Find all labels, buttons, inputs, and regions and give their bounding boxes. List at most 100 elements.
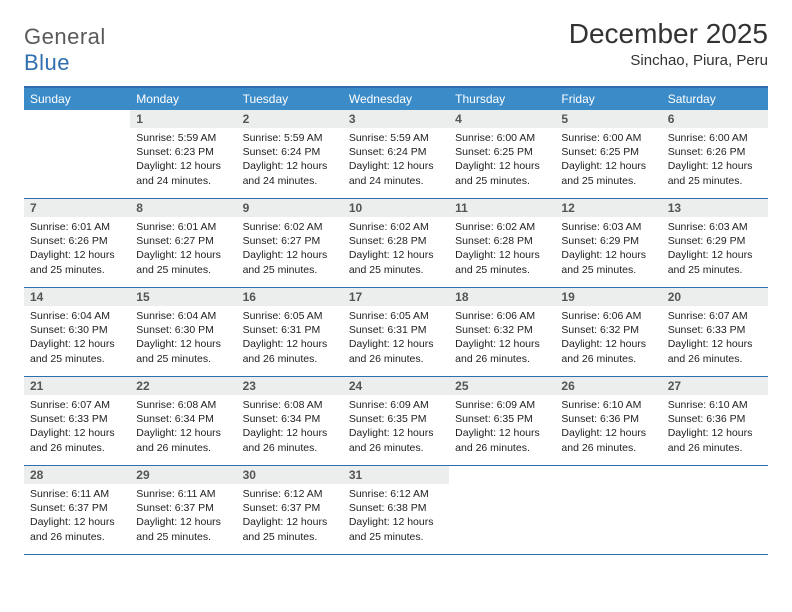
day-data: Sunrise: 5:59 AMSunset: 6:24 PMDaylight:…	[343, 128, 449, 194]
sunset-line: Sunset: 6:34 PM	[136, 412, 230, 426]
day-number: 16	[237, 288, 343, 306]
day-data: Sunrise: 6:10 AMSunset: 6:36 PMDaylight:…	[555, 395, 661, 461]
day-data: Sunrise: 5:59 AMSunset: 6:23 PMDaylight:…	[130, 128, 236, 194]
daylight-line: Daylight: 12 hours and 25 minutes.	[349, 515, 443, 543]
daylight-line: Daylight: 12 hours and 26 minutes.	[349, 426, 443, 454]
day-cell: 1Sunrise: 5:59 AMSunset: 6:23 PMDaylight…	[130, 110, 236, 198]
sunrise-line: Sunrise: 6:05 AM	[349, 309, 443, 323]
dow-saturday: Saturday	[662, 88, 768, 110]
dow-thursday: Thursday	[449, 88, 555, 110]
daylight-line: Daylight: 12 hours and 25 minutes.	[668, 159, 762, 187]
day-cell: 13Sunrise: 6:03 AMSunset: 6:29 PMDayligh…	[662, 199, 768, 287]
day-data: Sunrise: 6:09 AMSunset: 6:35 PMDaylight:…	[449, 395, 555, 461]
dow-monday: Monday	[130, 88, 236, 110]
daylight-line: Daylight: 12 hours and 25 minutes.	[455, 159, 549, 187]
dow-row: Sunday Monday Tuesday Wednesday Thursday…	[24, 88, 768, 110]
day-cell: 15Sunrise: 6:04 AMSunset: 6:30 PMDayligh…	[130, 288, 236, 376]
day-number: 12	[555, 199, 661, 217]
day-cell: 17Sunrise: 6:05 AMSunset: 6:31 PMDayligh…	[343, 288, 449, 376]
sunset-line: Sunset: 6:27 PM	[243, 234, 337, 248]
sunset-line: Sunset: 6:33 PM	[668, 323, 762, 337]
day-number: 24	[343, 377, 449, 395]
day-number: 7	[24, 199, 130, 217]
dow-friday: Friday	[555, 88, 661, 110]
sunrise-line: Sunrise: 6:04 AM	[30, 309, 124, 323]
daylight-line: Daylight: 12 hours and 25 minutes.	[30, 248, 124, 276]
sunset-line: Sunset: 6:35 PM	[349, 412, 443, 426]
location: Sinchao, Piura, Peru	[569, 52, 768, 69]
day-data: Sunrise: 6:06 AMSunset: 6:32 PMDaylight:…	[555, 306, 661, 372]
day-data: Sunrise: 6:01 AMSunset: 6:27 PMDaylight:…	[130, 217, 236, 283]
daylight-line: Daylight: 12 hours and 26 minutes.	[243, 337, 337, 365]
sunrise-line: Sunrise: 6:02 AM	[243, 220, 337, 234]
day-cell	[449, 466, 555, 554]
sunset-line: Sunset: 6:23 PM	[136, 145, 230, 159]
day-number: 23	[237, 377, 343, 395]
day-data: Sunrise: 6:05 AMSunset: 6:31 PMDaylight:…	[343, 306, 449, 372]
sunset-line: Sunset: 6:28 PM	[455, 234, 549, 248]
day-data: Sunrise: 6:09 AMSunset: 6:35 PMDaylight:…	[343, 395, 449, 461]
day-number: 21	[24, 377, 130, 395]
sunrise-line: Sunrise: 5:59 AM	[243, 131, 337, 145]
dow-sunday: Sunday	[24, 88, 130, 110]
day-data: Sunrise: 6:05 AMSunset: 6:31 PMDaylight:…	[237, 306, 343, 372]
sunrise-line: Sunrise: 6:11 AM	[30, 487, 124, 501]
sunrise-line: Sunrise: 6:07 AM	[668, 309, 762, 323]
dow-wednesday: Wednesday	[343, 88, 449, 110]
daylight-line: Daylight: 12 hours and 25 minutes.	[561, 159, 655, 187]
sunset-line: Sunset: 6:36 PM	[561, 412, 655, 426]
sunrise-line: Sunrise: 6:00 AM	[455, 131, 549, 145]
day-data: Sunrise: 6:02 AMSunset: 6:27 PMDaylight:…	[237, 217, 343, 283]
daylight-line: Daylight: 12 hours and 26 minutes.	[455, 337, 549, 365]
day-cell: 30Sunrise: 6:12 AMSunset: 6:37 PMDayligh…	[237, 466, 343, 554]
day-cell: 14Sunrise: 6:04 AMSunset: 6:30 PMDayligh…	[24, 288, 130, 376]
sunrise-line: Sunrise: 6:02 AM	[455, 220, 549, 234]
day-number: 28	[24, 466, 130, 484]
day-number: 8	[130, 199, 236, 217]
day-number: 20	[662, 288, 768, 306]
day-cell: 4Sunrise: 6:00 AMSunset: 6:25 PMDaylight…	[449, 110, 555, 198]
day-data: Sunrise: 6:11 AMSunset: 6:37 PMDaylight:…	[130, 484, 236, 550]
sunset-line: Sunset: 6:33 PM	[30, 412, 124, 426]
day-data: Sunrise: 6:06 AMSunset: 6:32 PMDaylight:…	[449, 306, 555, 372]
daylight-line: Daylight: 12 hours and 25 minutes.	[136, 515, 230, 543]
day-cell	[555, 466, 661, 554]
day-data: Sunrise: 6:03 AMSunset: 6:29 PMDaylight:…	[555, 217, 661, 283]
week-row: 7Sunrise: 6:01 AMSunset: 6:26 PMDaylight…	[24, 199, 768, 288]
sunset-line: Sunset: 6:37 PM	[243, 501, 337, 515]
sunrise-line: Sunrise: 6:10 AM	[561, 398, 655, 412]
sunset-line: Sunset: 6:30 PM	[136, 323, 230, 337]
week-row: 28Sunrise: 6:11 AMSunset: 6:37 PMDayligh…	[24, 466, 768, 555]
daylight-line: Daylight: 12 hours and 26 minutes.	[561, 426, 655, 454]
sunrise-line: Sunrise: 5:59 AM	[136, 131, 230, 145]
day-number: 19	[555, 288, 661, 306]
day-number: 18	[449, 288, 555, 306]
day-cell: 28Sunrise: 6:11 AMSunset: 6:37 PMDayligh…	[24, 466, 130, 554]
sunrise-line: Sunrise: 6:03 AM	[668, 220, 762, 234]
day-number: 22	[130, 377, 236, 395]
sunset-line: Sunset: 6:24 PM	[349, 145, 443, 159]
day-number: 6	[662, 110, 768, 128]
daylight-line: Daylight: 12 hours and 25 minutes.	[668, 248, 762, 276]
day-data: Sunrise: 6:07 AMSunset: 6:33 PMDaylight:…	[662, 306, 768, 372]
sunset-line: Sunset: 6:30 PM	[30, 323, 124, 337]
day-data: Sunrise: 6:12 AMSunset: 6:38 PMDaylight:…	[343, 484, 449, 550]
sunset-line: Sunset: 6:35 PM	[455, 412, 549, 426]
daylight-line: Daylight: 12 hours and 26 minutes.	[243, 426, 337, 454]
sunrise-line: Sunrise: 6:12 AM	[349, 487, 443, 501]
daylight-line: Daylight: 12 hours and 26 minutes.	[30, 515, 124, 543]
sunset-line: Sunset: 6:26 PM	[668, 145, 762, 159]
day-cell: 23Sunrise: 6:08 AMSunset: 6:34 PMDayligh…	[237, 377, 343, 465]
day-cell: 6Sunrise: 6:00 AMSunset: 6:26 PMDaylight…	[662, 110, 768, 198]
day-cell: 5Sunrise: 6:00 AMSunset: 6:25 PMDaylight…	[555, 110, 661, 198]
day-data: Sunrise: 6:08 AMSunset: 6:34 PMDaylight:…	[130, 395, 236, 461]
day-number: 17	[343, 288, 449, 306]
day-cell: 7Sunrise: 6:01 AMSunset: 6:26 PMDaylight…	[24, 199, 130, 287]
day-number: 9	[237, 199, 343, 217]
sunrise-line: Sunrise: 6:03 AM	[561, 220, 655, 234]
day-cell: 18Sunrise: 6:06 AMSunset: 6:32 PMDayligh…	[449, 288, 555, 376]
day-cell: 26Sunrise: 6:10 AMSunset: 6:36 PMDayligh…	[555, 377, 661, 465]
day-cell: 9Sunrise: 6:02 AMSunset: 6:27 PMDaylight…	[237, 199, 343, 287]
daylight-line: Daylight: 12 hours and 26 minutes.	[30, 426, 124, 454]
week-row: 21Sunrise: 6:07 AMSunset: 6:33 PMDayligh…	[24, 377, 768, 466]
